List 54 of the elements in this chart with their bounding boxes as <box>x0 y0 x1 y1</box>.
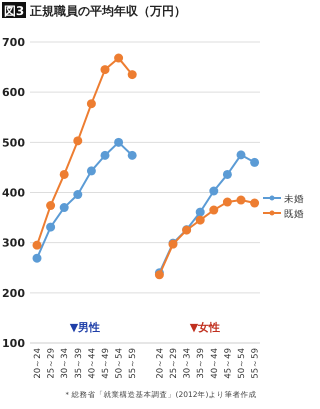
point <box>46 222 56 232</box>
point <box>60 203 69 212</box>
point <box>73 136 82 146</box>
x-tick-label: 45～49 <box>223 348 234 379</box>
point <box>100 150 110 160</box>
y-tick-label: 100 <box>2 337 26 350</box>
point <box>73 190 82 200</box>
x-tick-label: 55～59 <box>128 348 138 379</box>
x-tick-label: 20～24 <box>33 348 43 379</box>
x-tick-label: 25～29 <box>169 348 179 379</box>
point <box>236 150 246 160</box>
y-tick-label: 500 <box>2 136 26 150</box>
x-tick-label: 30～34 <box>182 348 193 379</box>
x-tick-label: 25～29 <box>46 348 57 379</box>
x-tick-label: 30～34 <box>60 348 70 379</box>
y-tick-label: 400 <box>2 186 26 200</box>
point <box>86 99 96 108</box>
point <box>32 254 42 263</box>
x-tick-label: 55～59 <box>250 348 261 379</box>
x-tick-label: 35～39 <box>196 348 206 379</box>
y-tick-label: 200 <box>2 286 26 300</box>
point <box>196 208 205 217</box>
x-tick-label: 50～54 <box>237 348 247 379</box>
point <box>114 138 124 147</box>
point <box>100 65 110 74</box>
point <box>128 150 137 160</box>
y-tick-label: 700 <box>2 36 26 49</box>
point <box>222 170 232 179</box>
point <box>222 198 232 207</box>
point <box>114 54 124 63</box>
point <box>250 198 260 208</box>
point <box>86 166 96 176</box>
annotation: ▼男性 <box>70 321 100 334</box>
x-tick-label: 45～49 <box>101 348 111 379</box>
point <box>209 186 218 196</box>
point <box>46 201 56 210</box>
y-tick-label: 300 <box>2 236 26 250</box>
legend-label: 既婚 <box>284 209 304 220</box>
point <box>128 70 137 80</box>
y-tick-label: 600 <box>2 86 26 100</box>
x-tick-label: 35～39 <box>74 348 84 379</box>
point <box>196 216 205 225</box>
point <box>250 158 260 167</box>
point <box>60 170 69 179</box>
x-tick-label: 20～24 <box>155 348 166 379</box>
x-tick-label: 40～44 <box>87 348 98 379</box>
point <box>32 240 42 250</box>
point <box>236 196 246 205</box>
x-tick-label: 50～54 <box>114 348 125 379</box>
annotation: ▼女性 <box>190 321 220 334</box>
chart-title: 図3 正規職員の平均年収（万円） <box>4 4 186 18</box>
x-tick-label: 40～44 <box>210 348 220 379</box>
point <box>209 206 218 215</box>
legend-label: 未婚 <box>284 193 304 205</box>
